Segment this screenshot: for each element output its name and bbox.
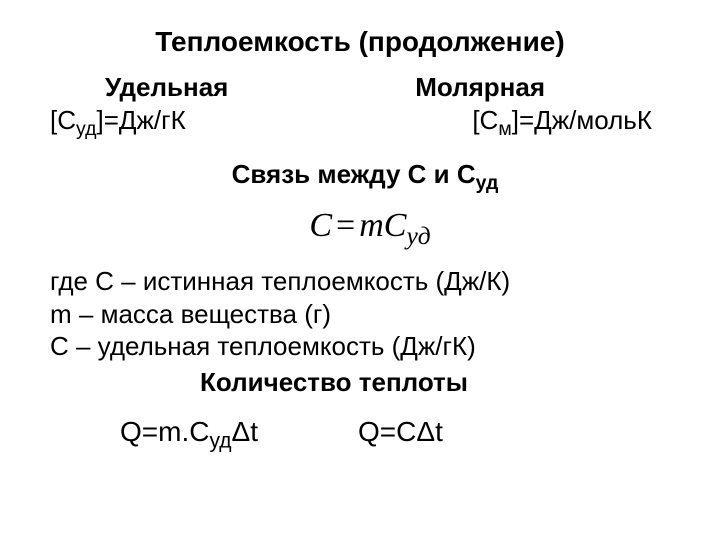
columns-headers: Удельная Молярная	[50, 72, 670, 103]
formula-m: m	[359, 207, 384, 244]
relation-heading: Связь между С и Суд	[50, 159, 670, 195]
slide-title: Теплоемкость (продолжение)	[50, 26, 670, 58]
formula-equals: =	[332, 207, 359, 244]
formula-sub: уд	[406, 221, 430, 250]
specific-unit-pre: [С	[50, 105, 76, 135]
heat-formula-1-post: Δt	[232, 416, 258, 447]
heat-formulas: Q=m.CудΔt Q=CΔt	[50, 416, 670, 454]
relation-heading-sub: уд	[476, 172, 499, 194]
formula-C: C	[309, 207, 332, 244]
heat-formula-1-sub: уд	[209, 429, 231, 452]
formula-C2: C	[384, 207, 407, 244]
columns-units: [Суд]=Дж/гК [См]=Дж/мольК	[50, 105, 670, 141]
specific-unit-sub: уд	[76, 118, 96, 140]
definition-1: где С – истинная теплоемкость (Дж/К)	[50, 265, 670, 298]
formula-main: C=mCуд	[50, 207, 670, 251]
molar-label: Молярная	[415, 72, 670, 103]
heat-formula-2: Q=CΔt	[358, 416, 443, 454]
molar-unit-sub: м	[498, 118, 511, 140]
slide: Теплоемкость (продолжение) Удельная Моля…	[0, 0, 720, 540]
specific-unit: [Суд]=Дж/гК	[50, 105, 186, 141]
heat-formula-1: Q=m.CудΔt	[50, 416, 358, 454]
relation-heading-pre: Связь между С и С	[232, 159, 476, 189]
heat-heading: Количество теплоты	[50, 367, 670, 398]
heat-formula-1-pre: Q=m.C	[120, 416, 209, 447]
definition-2: m – масса вещества (г)	[50, 298, 670, 331]
molar-unit-post: ]=Дж/мольК	[512, 105, 652, 135]
molar-unit: [См]=Дж/мольК	[472, 105, 670, 141]
definition-3: С – удельная теплоемкость (Дж/гК)	[50, 330, 670, 363]
specific-label: Удельная	[50, 72, 228, 103]
molar-unit-pre: [С	[472, 105, 498, 135]
specific-unit-post: ]=Дж/гК	[96, 105, 185, 135]
